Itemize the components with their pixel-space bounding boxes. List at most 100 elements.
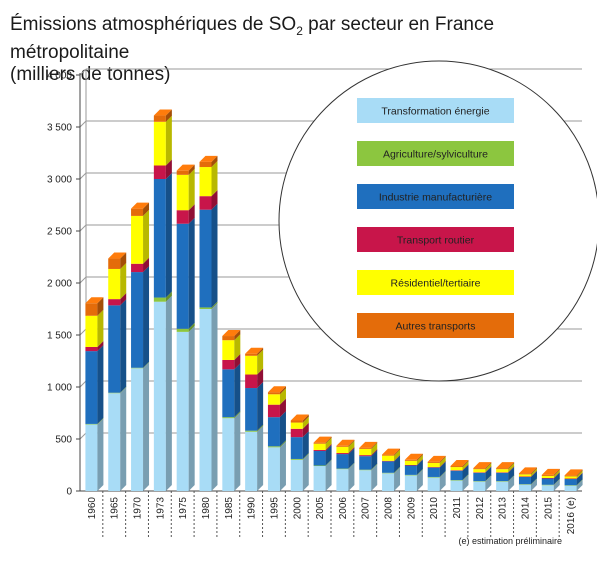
bar-segment-side [257,349,264,375]
bar-segment [541,484,554,486]
legend-swatch [357,141,514,166]
x-tick-label: 2013 [498,497,509,520]
bar-top [473,462,492,469]
bar-segment-side [348,440,355,454]
bar-segment-side [348,463,355,491]
bar-segment-side [439,455,446,463]
bar-segment [496,472,509,473]
bar-segment [518,473,531,475]
bar-segment-side [576,473,583,486]
bar-segment-side [508,475,515,491]
bar-segment-side [485,466,492,482]
bar-segment-side [530,470,537,485]
bar-segment [131,263,144,273]
x-tick-label: 2005 [315,497,326,520]
bar-segment [404,474,417,476]
bar-segment [313,442,326,444]
bar-segment-side [416,459,423,475]
bar-segment [153,301,166,491]
bar-segment-side [576,470,583,479]
bar-segment-side [302,452,309,460]
bar-segment-side [188,164,195,175]
bar-segment [450,480,463,491]
bar-segment-side [325,460,332,491]
bar-segment [473,472,486,473]
bar-segment [382,472,395,474]
bar-segment [108,392,121,394]
y-tick-label: 1 500 [47,331,72,342]
bar-segment-side [348,448,355,469]
bar-segment [473,472,486,482]
bar-top [267,386,286,393]
bar-segment-side [462,474,469,481]
x-tick-label: 1975 [178,497,189,520]
bar-segment-side [211,190,218,210]
bar-segment [541,478,554,479]
bar-segment-side [371,449,378,457]
legend-swatch [357,227,514,252]
bar-segment-side [165,291,172,302]
bar-segment-side [120,262,127,300]
bar-segment [450,466,463,468]
bar-segment-side [120,386,127,394]
bar-segment [404,460,417,465]
x-tick-label: 1973 [155,497,166,520]
bar-segment [518,484,531,485]
bar-segment-side [120,252,127,269]
bar-segment [336,446,349,454]
bar-segment-side [97,309,104,347]
bar-segment [564,475,577,477]
x-tick-label: 2016 (e) [566,497,577,534]
bar-segment-side [348,439,355,447]
bar-segment-side [279,398,286,418]
bar-segment-side [530,470,537,477]
bar-segment [541,475,554,478]
bar-top [450,460,469,467]
y-tick-label: 500 [55,435,72,446]
bar-segment [199,196,212,210]
bar-segment [359,448,372,456]
bar-segment-side [462,474,469,491]
bar-segment [427,461,440,463]
bar-segment-side [188,325,195,491]
bar-segment [267,392,280,395]
bar-segment-side [394,448,401,456]
bar-segment [359,456,372,470]
footnote: (e) estimation préliminaire [458,536,562,546]
bar-segment [131,367,144,369]
bar-segment-side [394,467,401,491]
bar-segment [176,223,189,329]
bar-segment [199,167,212,197]
bar-segment [382,454,395,456]
bar-segment-side [462,464,469,481]
bar-segment-side [576,479,583,491]
bar-segment-side [257,425,264,491]
bar-segment-side [416,454,423,465]
bar-segment-side [394,449,401,461]
bar-segment-side [439,461,446,468]
y-tick-label: 3 000 [47,175,72,186]
bar-segment [518,476,531,485]
bar-segment [176,331,189,491]
y-tick-label: 4 000 [47,71,72,82]
x-tick-label: 2012 [475,497,486,520]
bar-segment [199,307,212,309]
x-tick-label: 2009 [406,497,417,520]
chart-title-sub: 2 [296,23,303,38]
bar-segment-side [462,464,469,471]
bar-top [290,414,309,421]
bar-segment-side [97,297,104,316]
bar-segment [473,481,486,482]
bar-segment-side [234,330,241,341]
bar-segment-side [120,387,127,491]
bar-segment [199,161,212,168]
bar-segment-side [325,443,332,451]
bar-segment [473,469,486,473]
gridline-depth [79,328,87,336]
bar-segment [267,447,280,491]
x-tick-label: 2011 [452,497,463,519]
bar-top [153,109,172,116]
bar-segment [176,174,189,211]
bar-segment-side [143,257,150,273]
